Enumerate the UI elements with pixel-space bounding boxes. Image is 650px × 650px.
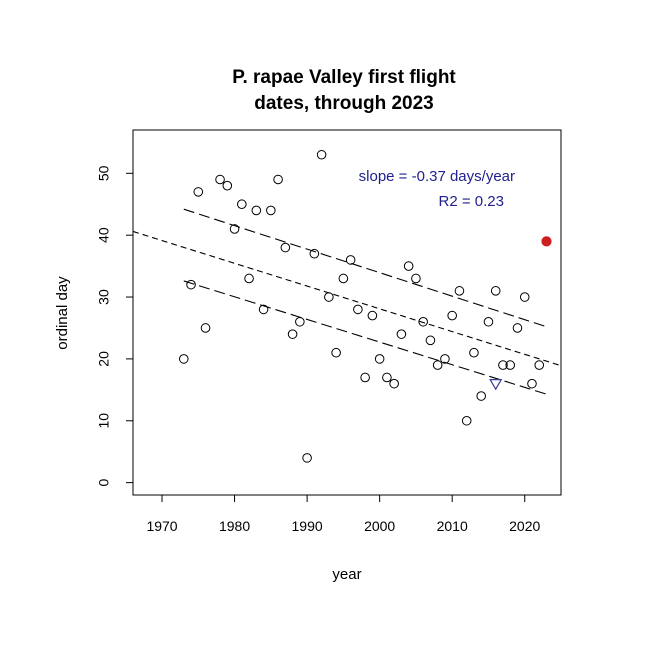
data-point xyxy=(178,354,189,364)
chart-title-line-2: dates, through 2023 xyxy=(254,93,434,114)
data-point xyxy=(338,273,349,284)
data-point xyxy=(266,205,276,216)
data-point xyxy=(432,360,443,370)
x-tick-label: 1980 xyxy=(219,518,250,534)
data-point xyxy=(534,360,545,370)
data-point xyxy=(360,372,370,383)
data-point xyxy=(461,415,472,426)
data-point xyxy=(389,378,399,389)
x-tick-label: 2020 xyxy=(509,518,540,534)
data-point xyxy=(527,378,537,389)
chart-title-line-1: P. rapae Valley first flight xyxy=(232,67,456,88)
data-point xyxy=(447,310,457,321)
y-axis-label: ordinal day xyxy=(54,276,71,350)
data-point xyxy=(353,304,363,315)
data-point xyxy=(454,286,465,296)
x-tick-label: 2010 xyxy=(437,518,468,534)
slope-annotation: slope = -0.37 days/year xyxy=(359,168,515,185)
data-point xyxy=(251,205,262,216)
y-tick-label: 30 xyxy=(96,289,112,305)
data-point xyxy=(403,261,414,271)
x-tick-label: 1970 xyxy=(146,518,177,534)
data-point xyxy=(418,316,428,327)
data-point xyxy=(273,174,283,185)
y-tick-label: 40 xyxy=(96,227,112,243)
data-point xyxy=(476,391,487,401)
y-tick-label: 50 xyxy=(96,165,112,181)
data-point xyxy=(229,224,240,234)
data-point xyxy=(374,354,385,364)
x-tick-label: 2000 xyxy=(364,518,395,534)
data-point xyxy=(483,316,494,327)
x-tick-label: 1990 xyxy=(292,518,323,534)
y-tick-label: 20 xyxy=(96,351,112,367)
data-point xyxy=(193,187,204,197)
data-point xyxy=(396,329,407,339)
data-point xyxy=(469,347,479,358)
data-point xyxy=(215,174,225,185)
r2-annotation: R2 = 0.23 xyxy=(439,193,504,210)
regression-fit-line xyxy=(132,230,562,367)
highlight-point-2023 xyxy=(541,236,552,247)
data-point xyxy=(302,453,312,463)
lower-confidence-line xyxy=(183,280,547,395)
data-point xyxy=(244,273,254,284)
data-point xyxy=(367,310,378,321)
data-point xyxy=(186,279,196,290)
data-points xyxy=(178,149,552,463)
data-point xyxy=(309,248,320,259)
data-point xyxy=(295,316,305,327)
data-point xyxy=(512,323,523,333)
data-point xyxy=(237,199,247,210)
data-point xyxy=(287,329,298,339)
x-axis: 1970 1980 1990 2000 2010 2020 xyxy=(146,494,541,534)
regression-lines xyxy=(132,208,562,395)
y-axis: 0 10 20 30 40 50 xyxy=(96,165,134,487)
data-point xyxy=(200,323,211,333)
y-tick-label: 0 xyxy=(96,479,112,487)
triangle-marker-point xyxy=(489,379,503,391)
data-point xyxy=(519,292,530,302)
data-point xyxy=(316,149,327,160)
data-point xyxy=(331,347,341,358)
data-point xyxy=(490,286,501,296)
data-point xyxy=(498,360,508,370)
data-point xyxy=(258,304,269,315)
data-point xyxy=(324,292,334,302)
data-point xyxy=(440,354,450,364)
y-tick-label: 10 xyxy=(96,413,112,429)
data-point xyxy=(345,255,356,265)
data-point xyxy=(280,242,291,253)
data-point xyxy=(222,180,233,191)
data-point xyxy=(411,273,421,284)
data-point xyxy=(425,335,436,346)
data-point xyxy=(382,372,392,383)
data-point xyxy=(505,360,516,370)
x-axis-label: year xyxy=(332,566,361,583)
